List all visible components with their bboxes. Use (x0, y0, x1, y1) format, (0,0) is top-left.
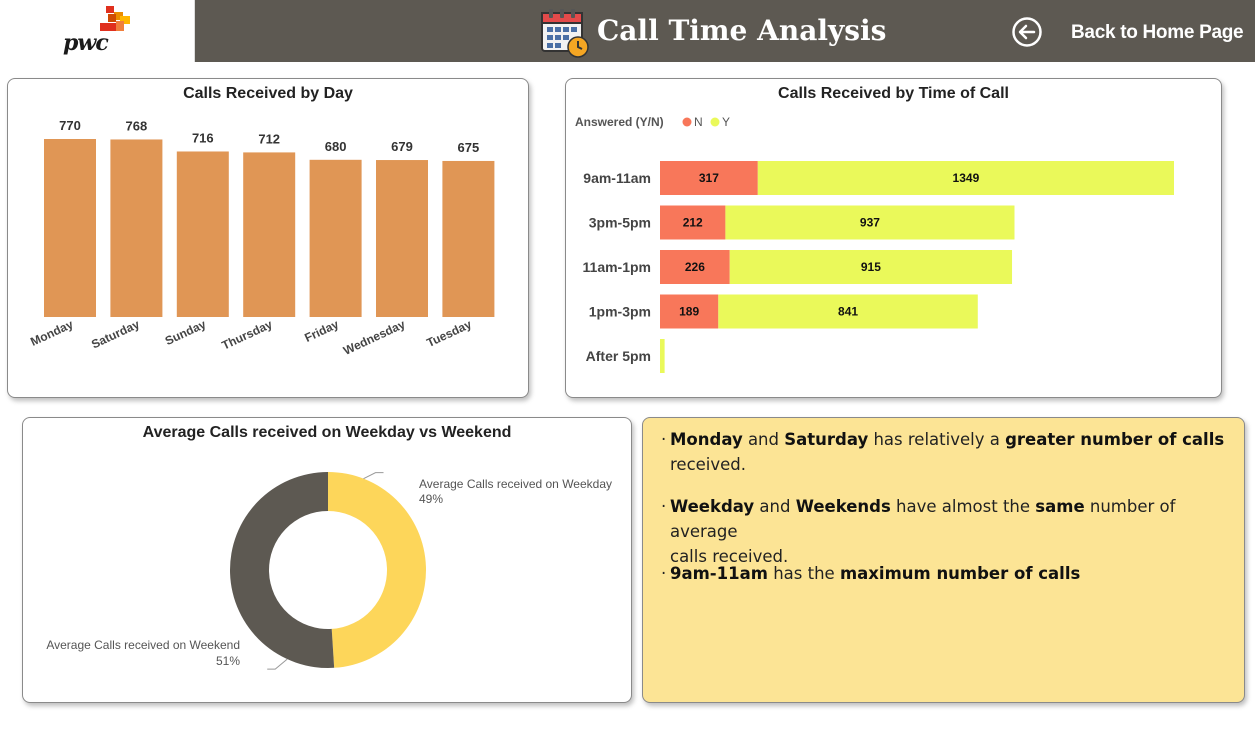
insight-2-bold-b: Weekends (795, 497, 891, 516)
time-bar-y (757, 161, 1174, 195)
insight-3: · 9am-11am has the maximum number of cal… (661, 561, 1230, 586)
time-bar-y (725, 205, 1015, 240)
header-bar: pwc Call Time Analysis Back to Home Page (0, 0, 1255, 62)
day-tick-label: Tuesday (424, 317, 474, 350)
insight-1: · Monday and Saturday has relatively a g… (661, 427, 1230, 477)
time-bar-n-value: 189 (679, 305, 699, 319)
weekday-slice-label: Average Calls received on Weekday (419, 477, 612, 491)
time-bar-y-value: 1349 (953, 171, 980, 185)
logo-text: pwc (63, 30, 109, 56)
time-tick-label: After 5pm (586, 348, 651, 364)
time-bar-y (660, 339, 665, 373)
day-bar-value: 768 (126, 118, 148, 133)
back-arrow-icon[interactable] (1011, 16, 1043, 48)
insight-1-text-c: received. (670, 455, 747, 474)
insight-1-bold-a: Monday (670, 430, 743, 449)
day-bar (243, 152, 296, 317)
day-bar-value: 716 (192, 130, 214, 145)
day-tick-label: Friday (302, 317, 341, 345)
insight-2-text-c: number of average (670, 497, 1176, 541)
bullet: · (661, 430, 667, 449)
day-tick-label: Sunday (163, 317, 208, 348)
calls-by-day-title: Calls Received by Day (183, 85, 353, 102)
insight-2-text-d: calls received. (670, 547, 789, 566)
day-bar-value: 680 (325, 139, 347, 154)
time-bar-n (660, 250, 730, 284)
bullet: · (661, 497, 667, 516)
time-tick-label: 9am-11am (583, 170, 651, 186)
insight-2-bold-c: same (1035, 497, 1085, 516)
time-tick-label: 3pm-5pm (589, 215, 651, 231)
day-tick-label: Thursday (220, 317, 275, 353)
insight-2-bold-a: Weekday (670, 497, 755, 516)
day-bar (442, 160, 495, 317)
day-bar (110, 139, 163, 317)
weekday-slice-value: 49% (419, 492, 443, 506)
day-bar (44, 139, 96, 317)
time-bar-n-value: 212 (683, 216, 703, 230)
day-bar-value: 712 (258, 131, 280, 146)
legend-n-label: N (694, 115, 703, 129)
time-bar-y-value: 937 (860, 216, 880, 230)
bullet: · (661, 564, 667, 583)
logo: pwc (0, 0, 195, 62)
day-bar (376, 160, 428, 317)
weekend-slice-label: Average Calls received on Weekend (46, 638, 240, 652)
time-bar-n-value: 226 (685, 260, 705, 274)
insight-3-bold-a: 9am-11am (670, 564, 768, 583)
day-bar-value: 675 (458, 140, 480, 155)
legend-title: Answered (Y/N) (575, 115, 664, 129)
insights-card: · Monday and Saturday has relatively a g… (642, 417, 1245, 703)
weekend-slice-value: 51% (216, 654, 240, 668)
time-bar-y (718, 294, 978, 329)
page-title: Call Time Analysis (597, 14, 887, 47)
time-tick-label: 1pm-3pm (589, 304, 651, 320)
time-tick-label: 11am-1pm (583, 259, 651, 275)
calls-by-time-card: Calls Received by Time of Call Answered … (565, 78, 1222, 398)
insight-3-text-a: has the (767, 564, 840, 583)
insight-2-text-b: have almost the (890, 497, 1036, 516)
donut-slice-weekday (328, 472, 427, 668)
day-tick-label: Monday (28, 317, 75, 349)
weekday-weekend-card: Average Calls received on Weekday vs Wee… (22, 417, 632, 703)
time-bar-y-value: 841 (838, 305, 858, 319)
insight-1-bold-b: Saturday (784, 430, 869, 449)
time-bar-y-value: 915 (861, 260, 881, 274)
legend-y-label: Y (722, 115, 730, 129)
insight-1-text-a: and (742, 430, 785, 449)
insight-2: · Weekday and Weekends have almost the s… (661, 494, 1230, 569)
donut-slice-weekend (230, 472, 335, 668)
insight-1-text-b: has relatively a (868, 430, 1006, 449)
time-bar-n (660, 294, 719, 329)
day-tick-label: Saturday (89, 317, 142, 352)
day-bar (309, 159, 362, 317)
calls-by-day-chart: 770 Monday 768 Saturday 716 Sunday 712 Thursday… (28, 118, 495, 358)
calls-by-time-title: Calls Received by Time of Call (778, 85, 1009, 102)
weekday-leader-line (363, 472, 384, 480)
weekend-leader-line (267, 658, 288, 670)
insight-3-bold-b: maximum number of calls (839, 564, 1081, 583)
day-bar-value: 679 (391, 139, 413, 154)
day-bar (176, 151, 229, 317)
time-bar-n (660, 205, 726, 240)
back-to-home-button[interactable]: Back to Home Page (1071, 22, 1244, 43)
time-bar-y (729, 250, 1013, 284)
day-bar-value: 770 (59, 118, 81, 133)
calendar-clock-icon (541, 9, 589, 58)
calls-by-day-card: Calls Received by Day 770 Monday 768 Saturd… (7, 78, 529, 398)
insight-1-bold-c: greater number of calls (1005, 430, 1225, 449)
time-bar-n (660, 161, 758, 195)
legend-n-swatch (682, 117, 692, 127)
time-bar-n-value: 317 (699, 171, 719, 185)
logo-mark-icon (100, 6, 130, 31)
insight-2-text-a: and (754, 497, 796, 516)
calls-by-time-chart: Answered (Y/N) N Y 9am-11am 317 1349 3pm-5pm 21… (575, 115, 1174, 373)
weekday-weekend-title: Average Calls received on Weekday vs Wee… (142, 424, 512, 441)
legend-y-swatch (710, 117, 720, 127)
day-tick-label: Wednesday (341, 317, 407, 358)
